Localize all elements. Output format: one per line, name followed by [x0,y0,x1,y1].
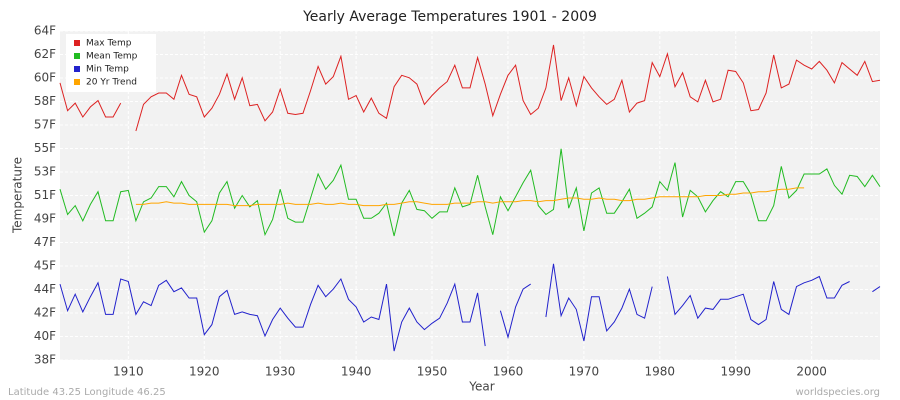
footer-right: worldspecies.org [796,387,880,398]
y-tick-label: 55F [34,141,56,155]
y-tick-label: 47F [34,235,56,249]
x-tick-label: 1980 [645,365,676,379]
line-series [135,187,805,207]
x-tick-label: 1910 [113,365,144,379]
legend-label: Min Temp [86,65,129,75]
legend-box [66,34,156,92]
y-tick-label: 58F [34,94,56,108]
line-series [59,263,881,352]
x-tick-label: 1990 [720,365,751,379]
x-tick-label: 1920 [189,365,220,379]
x-tick-label: 1940 [341,365,372,379]
y-tick-label: 64F [34,24,56,38]
y-tick-label: 44F [34,282,56,296]
y-tick-label: 62F [34,47,56,61]
line-series [59,148,881,237]
legend-swatch [74,66,80,72]
chart-title: Yearly Average Temperatures 1901 - 2009 [302,9,597,25]
y-tick-label: 60F [34,70,56,84]
y-axis-label: Temperature [11,157,25,234]
y-tick-label: 57F [34,118,56,132]
y-tick-label: 51F [34,188,56,202]
x-tick-label: 1960 [493,365,524,379]
y-tick-label: 40F [34,329,56,343]
y-tick-label: 42F [34,306,56,320]
y-tick-label: 38F [34,353,56,367]
legend-swatch [74,40,80,46]
x-tick-label: 2000 [796,365,827,379]
legend-label: 20 Yr Trend [86,78,137,88]
legend-label: Max Temp [86,39,132,49]
y-tick-label: 45F [34,258,56,272]
x-tick-label: 1950 [417,365,448,379]
footer-left: Latitude 43.25 Longitude 46.25 [8,387,166,398]
legend-label: Mean Temp [86,52,138,62]
y-tick-label: 49F [34,212,56,226]
y-tick-label: 53F [34,164,56,178]
x-axis-label: Year [468,380,494,394]
legend-swatch [74,79,80,85]
x-tick-label: 1970 [569,365,600,379]
line-series [59,44,881,132]
legend-swatch [74,53,80,59]
x-tick-label: 1930 [265,365,296,379]
